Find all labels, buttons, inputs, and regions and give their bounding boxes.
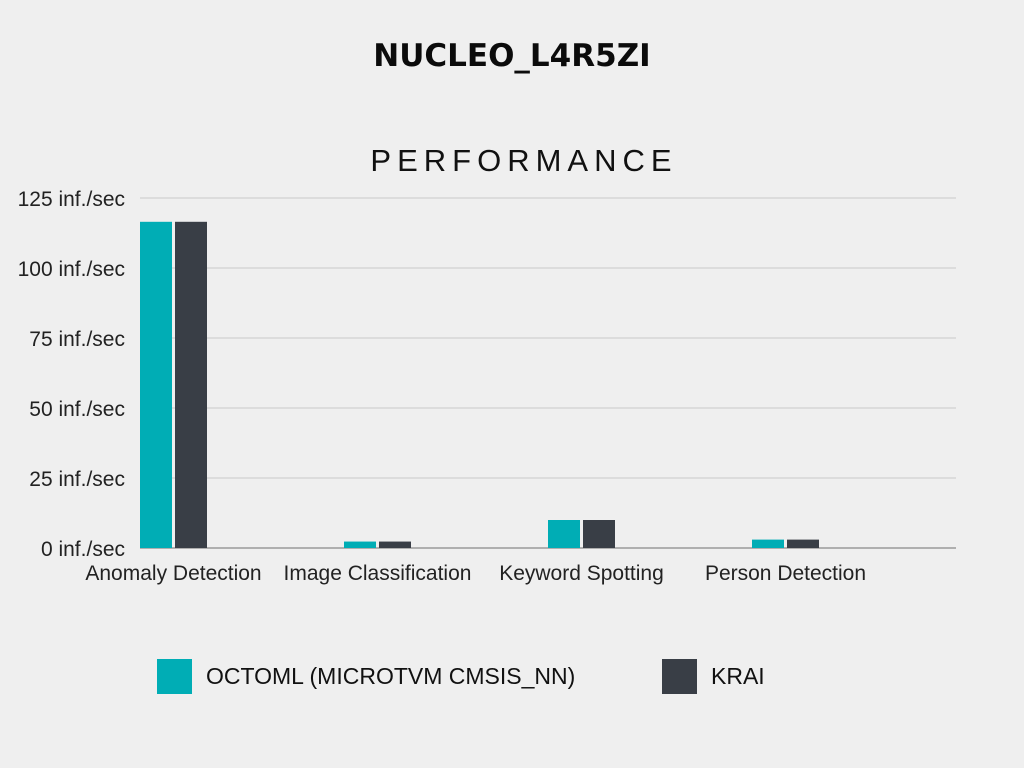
legend-item-octoml: OCTOML (MICROTVM CMSIS_NN) [157,658,575,694]
bar-krai [379,541,411,548]
legend-item-krai: KRAI [662,658,765,694]
x-axis-tick-labels: Anomaly Detection Image Classification Key… [85,562,866,585]
bar-krai [583,520,615,548]
y-tick-label: 50 inf./sec [29,398,125,421]
performance-bar-chart: 0 inf./sec 25 inf./sec 50 inf./sec 75 inf./… [18,188,956,585]
y-tick-label: 25 inf./sec [29,468,125,491]
bar-octoml [344,541,376,548]
gridlines [140,197,956,549]
x-tick-label: Anomaly Detection [85,562,261,585]
y-tick-label: 75 inf./sec [29,328,125,351]
y-tick-label: 100 inf./sec [18,258,125,281]
legend-swatch-octoml [157,658,192,694]
x-tick-label: Person Detection [705,562,866,585]
legend: OCTOML (MICROTVM CMSIS_NN) KRAI [0,658,1024,698]
bar-octoml [140,221,172,549]
legend-label-krai: KRAI [711,662,765,689]
x-tick-label: Image Classification [284,562,472,585]
chart-title: PERFORMANCE [370,143,678,178]
x-tick-label: Keyword Spotting [499,562,664,585]
legend-label-octoml: OCTOML (MICROTVM CMSIS_NN) [206,662,576,689]
page-title: NUCLEO_L4R5ZI [373,38,651,74]
bar-krai [175,221,207,549]
bar-krai [787,539,819,548]
y-axis-tick-labels: 0 inf./sec 25 inf./sec 50 inf./sec 75 inf./… [18,188,125,561]
bar-octoml [752,539,784,548]
legend-swatch-krai [662,658,697,694]
y-tick-label: 125 inf./sec [18,188,125,211]
bars [140,221,819,549]
bar-octoml [548,520,580,548]
y-tick-label: 0 inf./sec [41,538,125,561]
